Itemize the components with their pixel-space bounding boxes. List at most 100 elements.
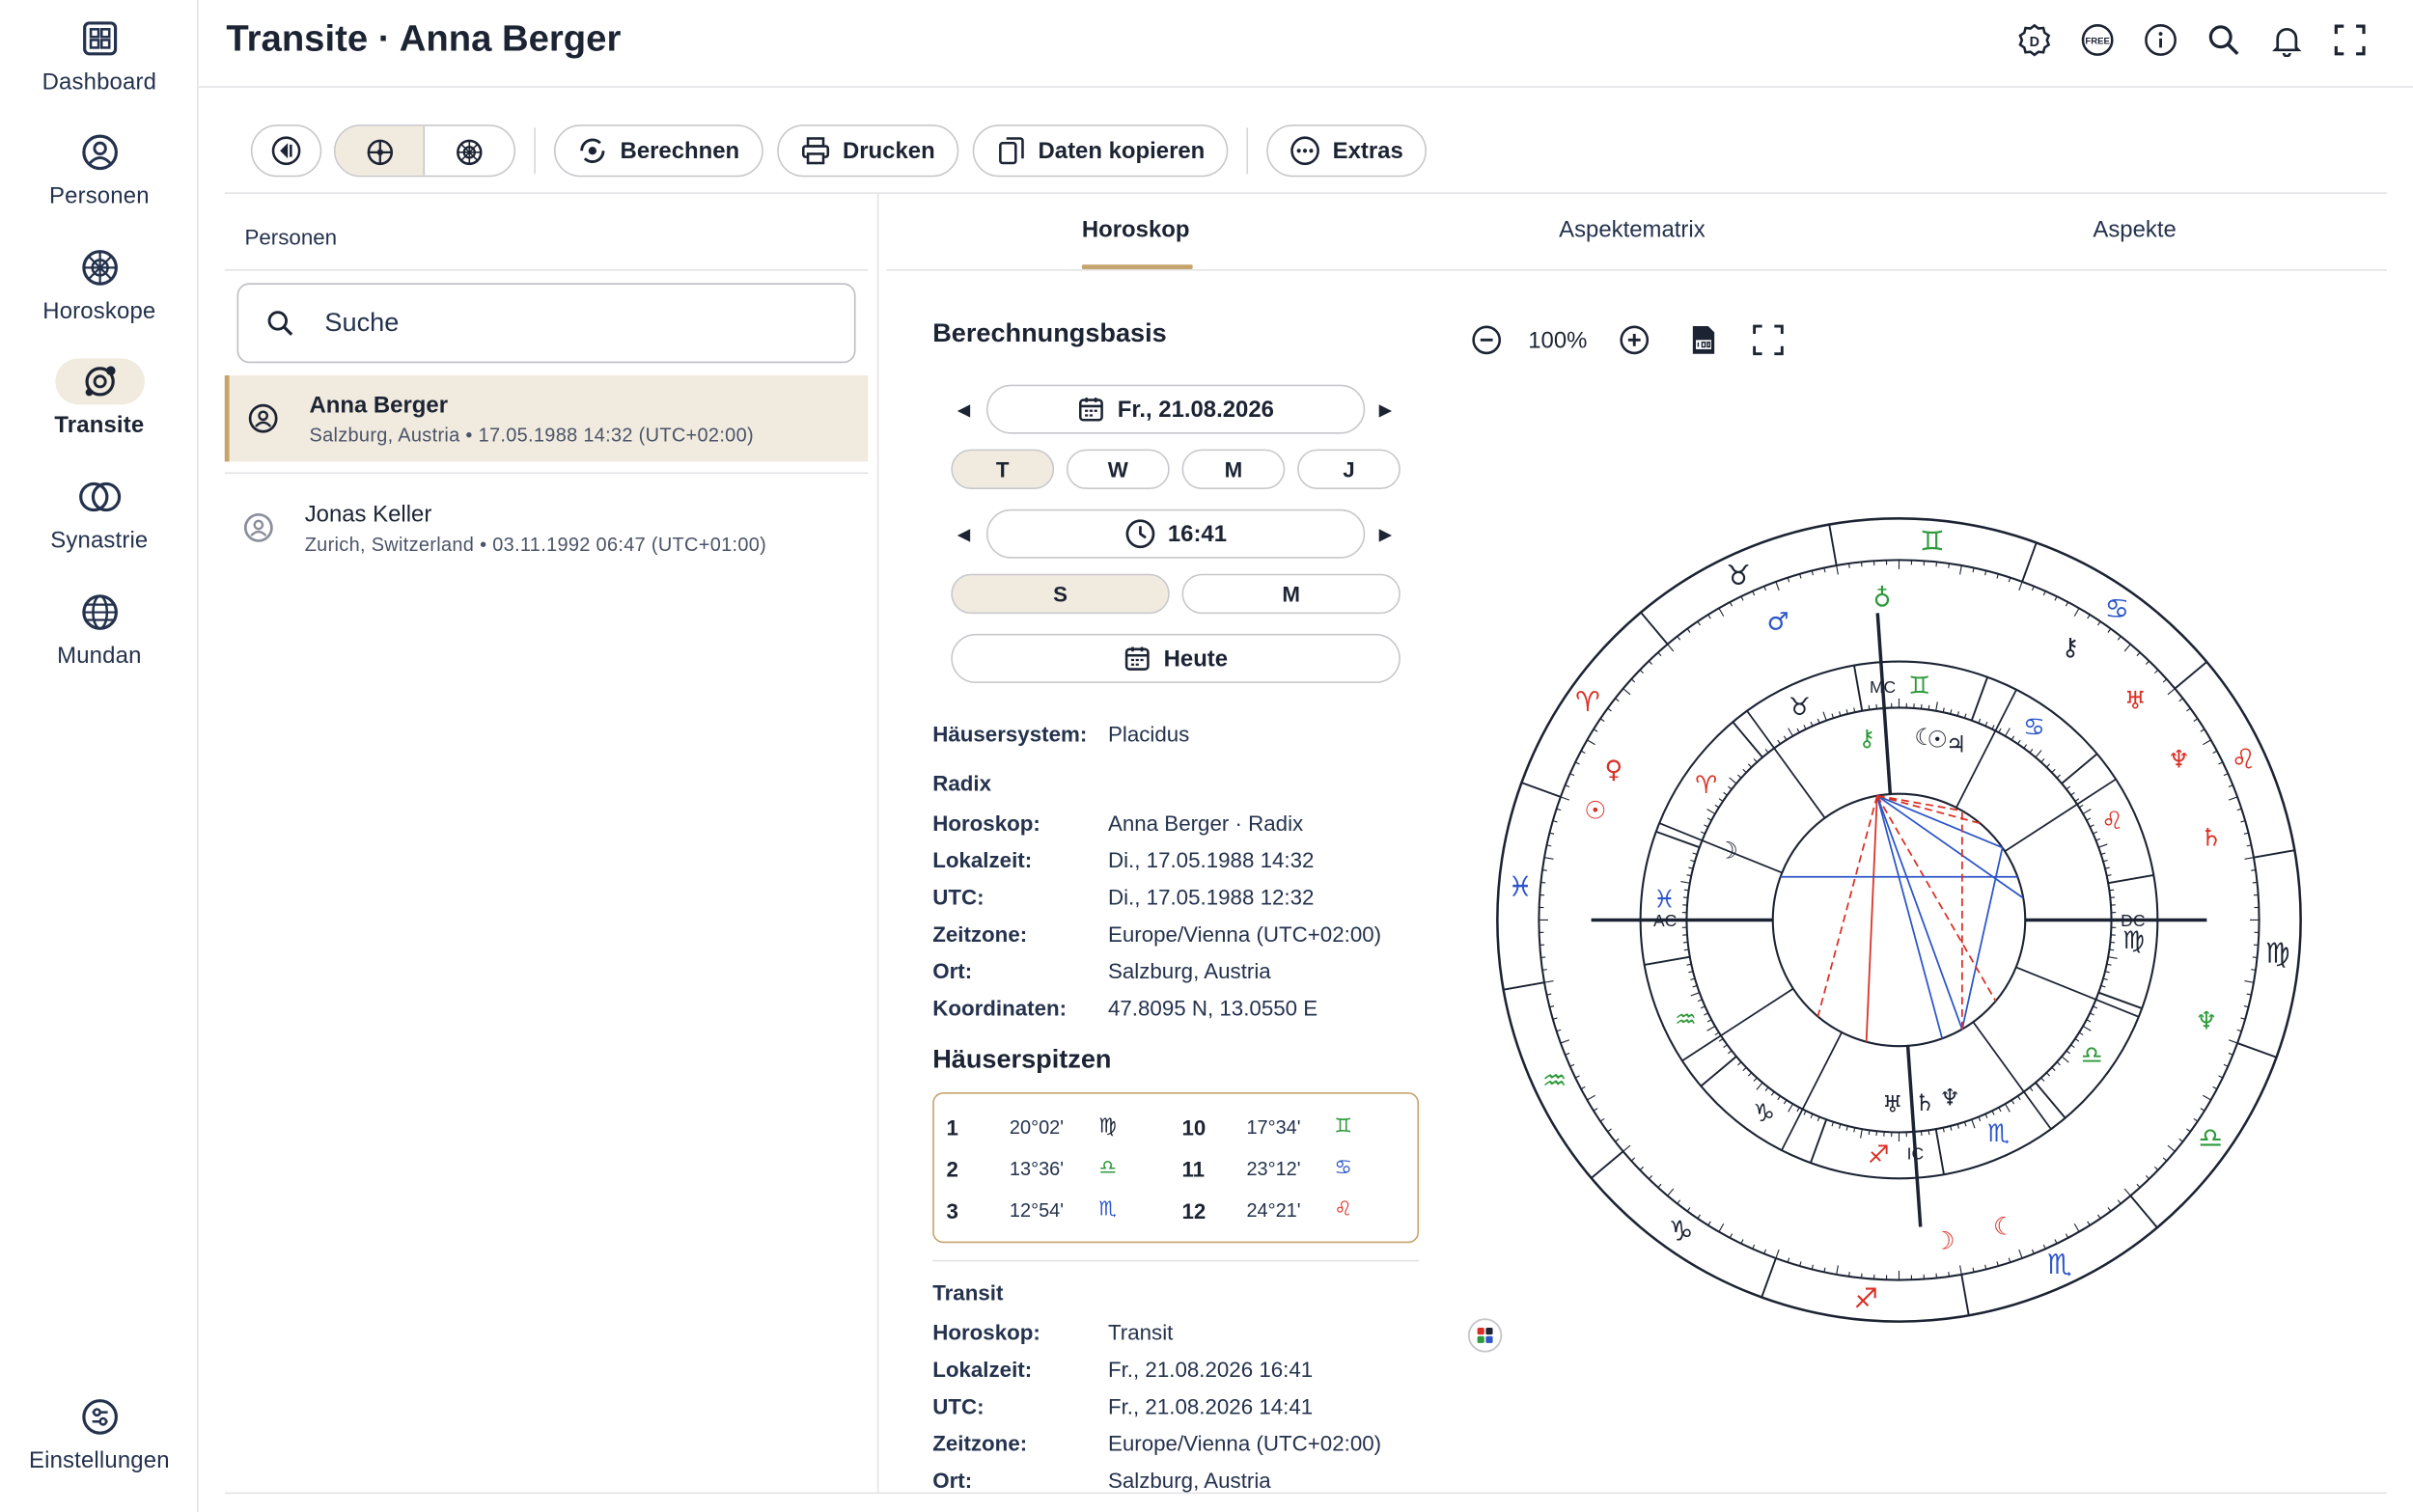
outer-degree-tick xyxy=(1935,562,1938,567)
print-button[interactable]: Drucken xyxy=(776,124,958,178)
step-year-button[interactable]: J xyxy=(1297,449,1401,490)
view-chart-button[interactable] xyxy=(335,125,426,176)
inner-degree-tick xyxy=(1686,963,1692,966)
toolbar-divider xyxy=(1246,127,1248,175)
outer-sign-divider xyxy=(1521,782,1562,798)
transit-planet-glyph: ☽ xyxy=(1933,1227,1955,1256)
outer-degree-tick xyxy=(2193,1117,2199,1122)
nav-settings[interactable]: Einstellungen xyxy=(0,1394,199,1473)
toolbar: Berechnen Drucken Daten kopieren Extras xyxy=(250,124,1440,178)
person-chart-icon xyxy=(248,403,278,433)
inner-degree-tick xyxy=(1984,721,1988,727)
outer-degree-tick xyxy=(1729,601,1733,607)
inner-degree-tick xyxy=(1718,1038,1724,1042)
person-icon xyxy=(55,129,144,176)
person-list-item[interactable]: Anna Berger Salzburg, Austria • 17.05.19… xyxy=(224,375,869,462)
search-field[interactable] xyxy=(236,283,856,364)
inner-degree-tick xyxy=(1727,785,1733,790)
outer-degree-tick xyxy=(1718,1223,1725,1232)
outer-degree-tick xyxy=(1552,820,1558,823)
inner-degree-tick xyxy=(1690,992,1700,997)
sliders-icon xyxy=(55,1394,144,1441)
zoom-out-button[interactable] xyxy=(1468,320,1505,360)
info-icon[interactable] xyxy=(2142,21,2178,58)
outer-degree-tick xyxy=(2246,993,2252,996)
step-hour-button[interactable]: S xyxy=(951,573,1170,615)
inner-degree-tick xyxy=(2056,1061,2061,1066)
nav-synastry[interactable]: Synastrie xyxy=(0,474,199,554)
export-image-button[interactable] xyxy=(1685,320,1722,360)
chart-fullscreen-button[interactable] xyxy=(1750,320,1787,360)
inner-degree-tick xyxy=(1690,843,1700,848)
view-wheel-button[interactable] xyxy=(425,126,513,176)
inner-degree-tick xyxy=(1704,824,1708,828)
radix-planet-glyph: ☾ xyxy=(1914,724,1934,751)
house-number: 2 xyxy=(946,1156,958,1182)
tab-horoscope[interactable]: Horoskop xyxy=(1081,216,1190,243)
inner-degree-tick xyxy=(2051,768,2056,774)
copy-data-button[interactable]: Daten kopieren xyxy=(971,124,1229,178)
time-picker[interactable]: 16:41 xyxy=(986,509,1366,559)
outer-degree-tick xyxy=(1996,573,1999,579)
outer-sign-divider xyxy=(1761,1257,1777,1298)
aspect-line xyxy=(1961,847,2004,1030)
back-button[interactable] xyxy=(250,124,322,178)
outer-degree-tick xyxy=(1569,1063,1575,1067)
outer-degree-tick xyxy=(1615,698,1620,702)
tab-aspects[interactable]: Aspekte xyxy=(2093,216,2177,243)
free-badge-icon[interactable]: FREE xyxy=(2079,21,2116,58)
search-input[interactable] xyxy=(324,307,787,339)
outer-degree-tick xyxy=(2223,1063,2229,1067)
step-month-button[interactable]: M xyxy=(1181,449,1286,490)
nav-dashboard[interactable]: Dashboard xyxy=(0,15,199,96)
step-minute-button[interactable]: M xyxy=(1181,573,1401,615)
nav-horoscopes[interactable]: Horoskope xyxy=(0,245,199,324)
time-prev-arrow[interactable]: ◀ xyxy=(957,526,971,545)
search-icon[interactable] xyxy=(2205,21,2242,58)
outer-degree-tick xyxy=(2186,1128,2191,1133)
outer-degree-tick xyxy=(1556,1029,1562,1032)
transit-key: UTC: xyxy=(932,1393,985,1419)
badge-icon[interactable]: D xyxy=(2016,21,2053,58)
tabs-divider xyxy=(886,269,2387,271)
today-button[interactable]: Heute xyxy=(951,633,1401,683)
outer-sign-divider xyxy=(2129,1195,2158,1228)
outer-degree-tick xyxy=(1729,1233,1733,1239)
outer-degree-tick xyxy=(1763,586,1767,591)
bell-icon[interactable] xyxy=(2268,21,2305,58)
calculate-label: Berechnen xyxy=(620,137,740,164)
section-title-houses: Häuserspitzen xyxy=(932,1044,1112,1074)
extras-button[interactable]: Extras xyxy=(1266,124,1427,178)
outer-sign-divider xyxy=(2174,661,2207,690)
radix-key: Ort: xyxy=(932,958,973,983)
outer-degree-tick xyxy=(2145,660,2150,665)
step-week-button[interactable]: W xyxy=(1066,449,1170,490)
today-label: Heute xyxy=(1163,645,1229,672)
aspect-line xyxy=(1875,795,1944,1039)
zoom-in-button[interactable] xyxy=(1616,320,1652,360)
calculate-button[interactable]: Berechnen xyxy=(553,124,763,178)
inner-degree-tick xyxy=(2045,1072,2051,1077)
radix-key: Lokalzeit: xyxy=(932,847,1033,873)
person-name: Anna Berger xyxy=(309,392,449,419)
step-day-button[interactable]: T xyxy=(951,449,1055,490)
outer-degree-tick xyxy=(1593,1108,1598,1112)
nav-mundane[interactable]: Mundan xyxy=(0,590,199,670)
inner-degree-tick xyxy=(2035,750,2042,758)
nav-transits[interactable]: Transite xyxy=(0,358,199,438)
time-next-arrow[interactable]: ▶ xyxy=(1378,526,1393,545)
outer-degree-tick xyxy=(1580,1086,1586,1090)
fullscreen-icon[interactable] xyxy=(2332,21,2369,58)
house-sign-glyph: ♏ xyxy=(1098,1198,1117,1222)
person-details: Salzburg, Austria • 17.05.1988 14:32 (UT… xyxy=(309,425,754,447)
crosshair-icon xyxy=(366,139,393,166)
date-picker[interactable]: Fr., 21.08.2026 xyxy=(986,384,1366,434)
date-next-arrow[interactable]: ▶ xyxy=(1378,401,1393,421)
date-prev-arrow[interactable]: ◀ xyxy=(957,401,971,421)
person-list-item[interactable]: Jonas Keller Zurich, Switzerland • 03.11… xyxy=(225,484,868,570)
nav-persons[interactable]: Personen xyxy=(0,129,199,209)
tab-aspect-matrix[interactable]: Aspektematrix xyxy=(1559,216,1706,243)
outer-degree-tick xyxy=(2073,608,2080,617)
inner-degree-tick xyxy=(1723,791,1728,796)
color-legend-button[interactable] xyxy=(1466,1315,1503,1355)
